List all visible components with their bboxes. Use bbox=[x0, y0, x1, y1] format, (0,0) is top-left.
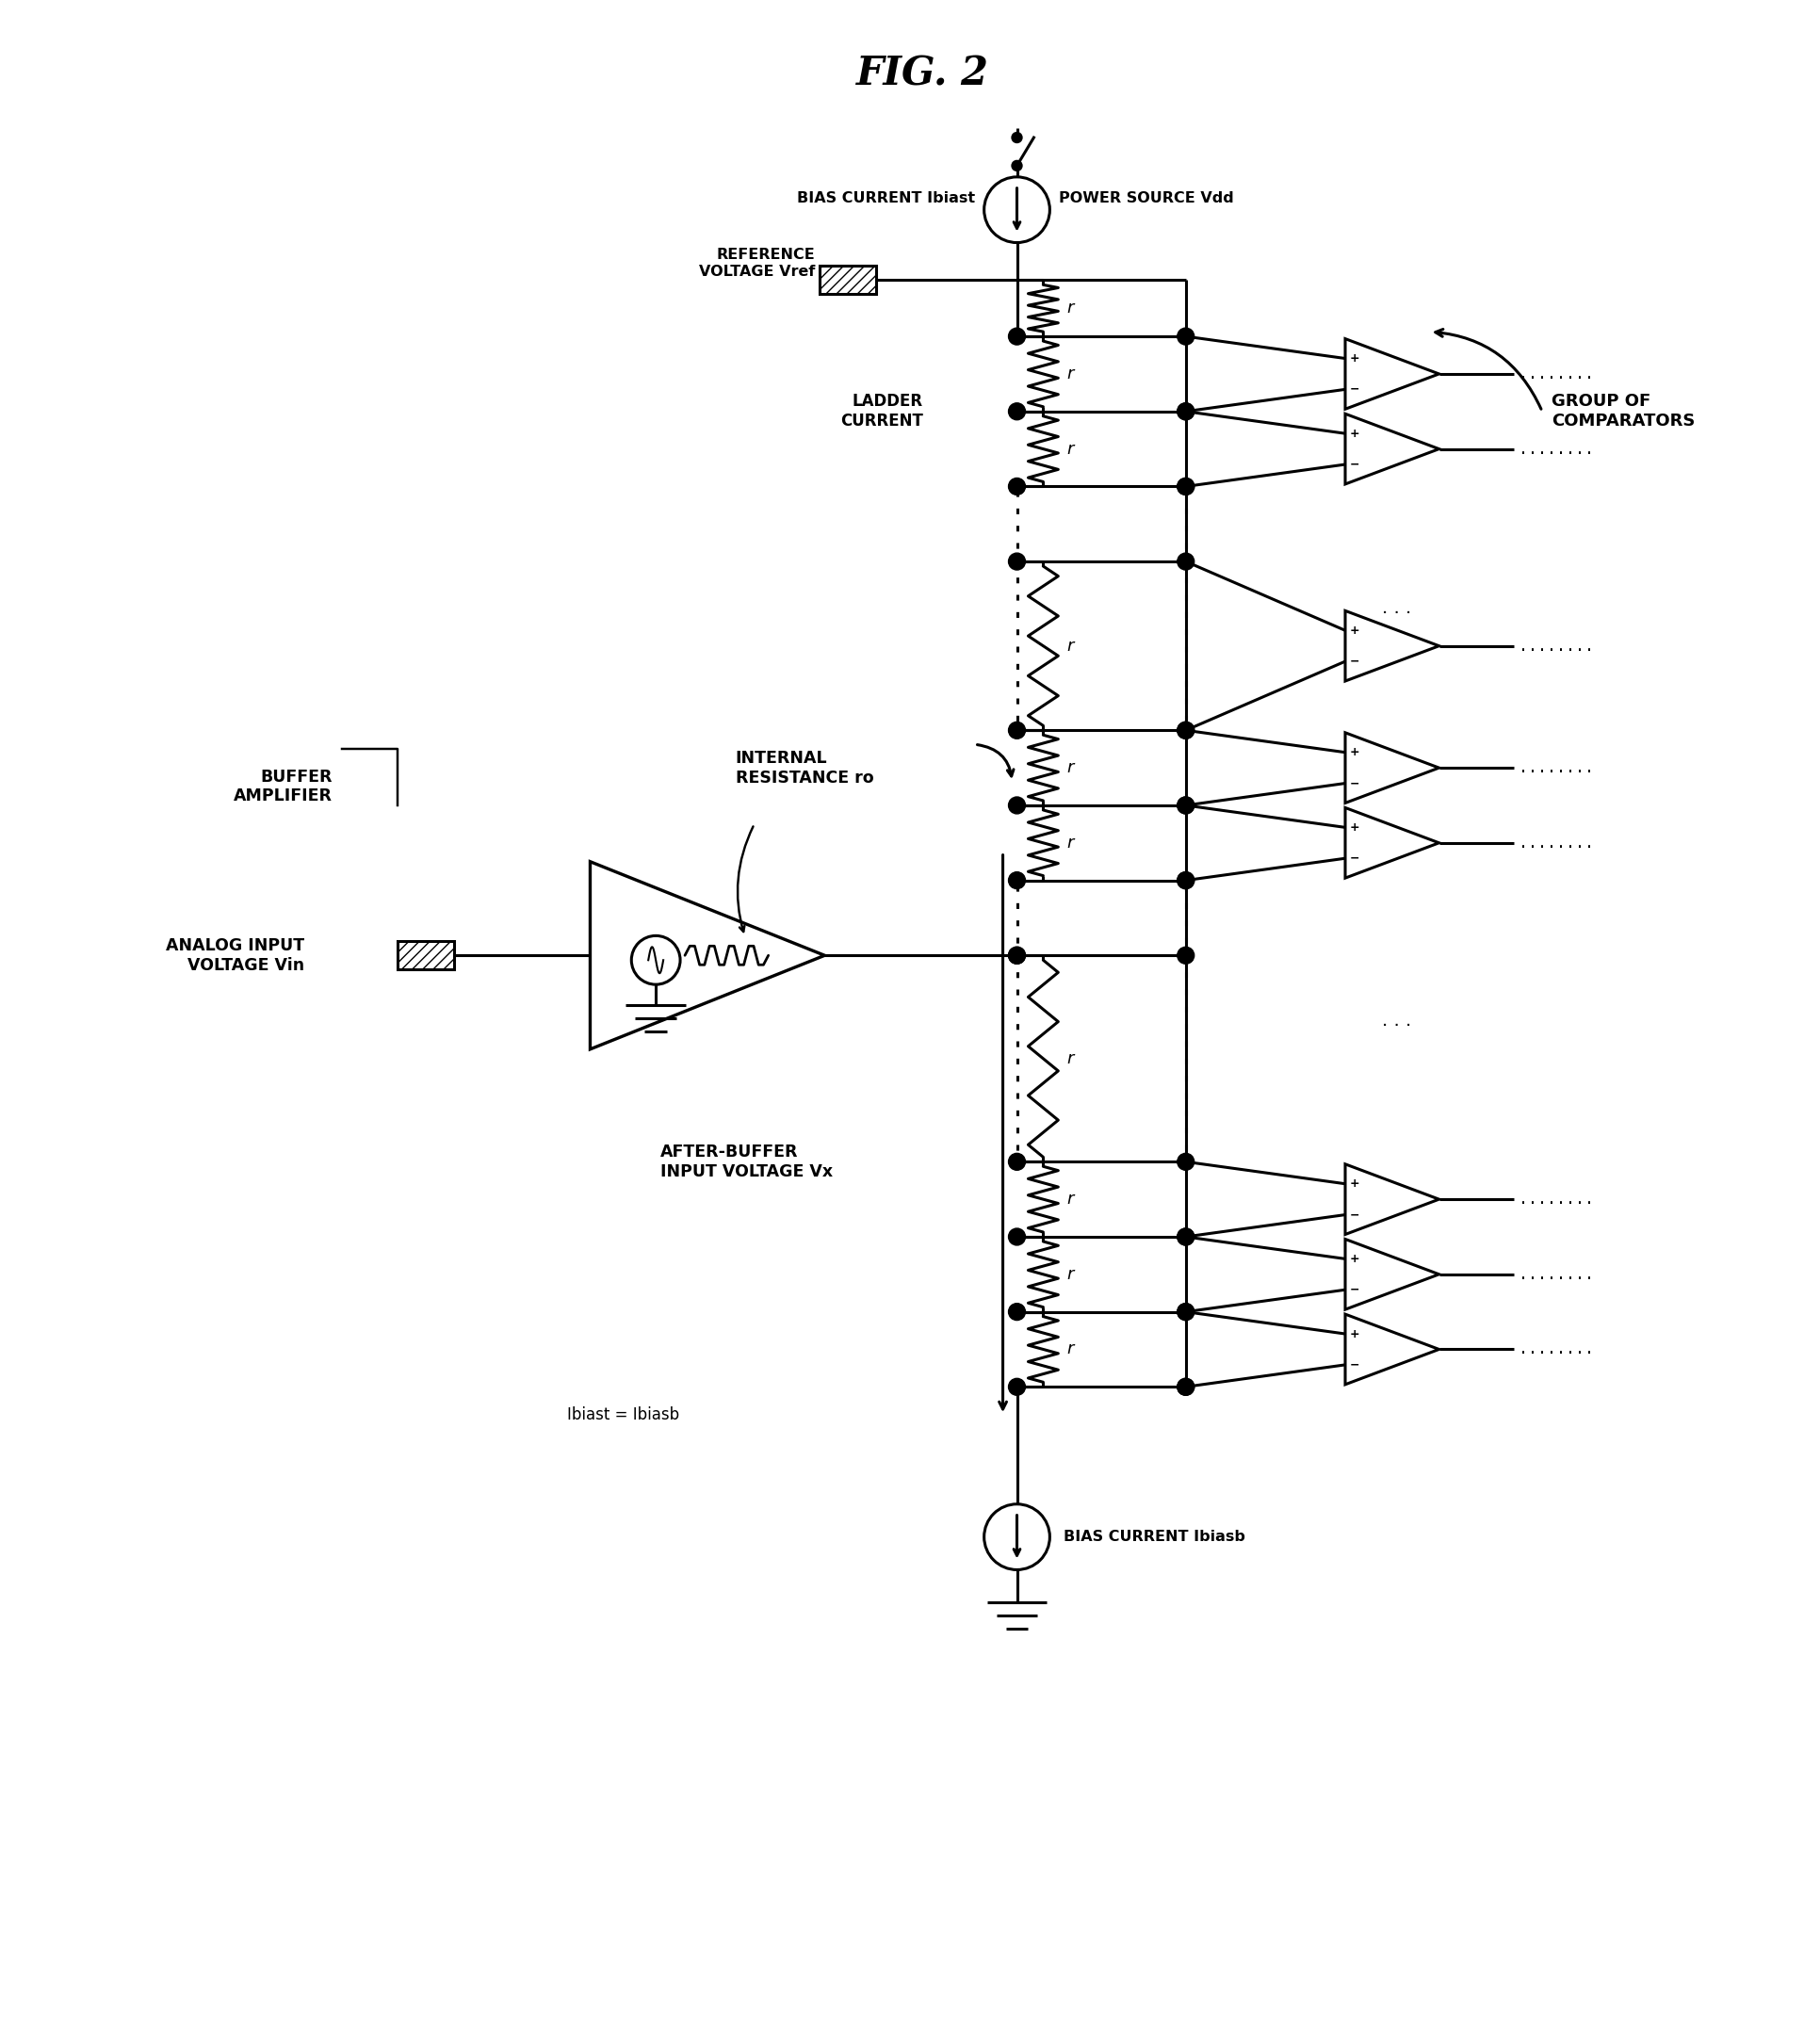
Text: +: + bbox=[1349, 747, 1360, 759]
Circle shape bbox=[1178, 404, 1194, 420]
Text: ........: ........ bbox=[1518, 637, 1592, 655]
Text: ........: ........ bbox=[1518, 759, 1592, 777]
FancyBboxPatch shape bbox=[819, 266, 875, 294]
Circle shape bbox=[1178, 404, 1194, 420]
Text: −: − bbox=[1349, 655, 1360, 668]
Text: . . .: . . . bbox=[1381, 1012, 1410, 1031]
Text: FIG. 2: FIG. 2 bbox=[855, 55, 988, 93]
Text: r: r bbox=[1067, 1051, 1074, 1067]
Text: r: r bbox=[1067, 440, 1074, 457]
Circle shape bbox=[1178, 479, 1194, 495]
Circle shape bbox=[1178, 948, 1194, 964]
Circle shape bbox=[1178, 1378, 1194, 1396]
Circle shape bbox=[1178, 1303, 1194, 1321]
Text: LADDER
CURRENT: LADDER CURRENT bbox=[839, 394, 923, 430]
Circle shape bbox=[1012, 160, 1021, 170]
Circle shape bbox=[1178, 1228, 1194, 1246]
Text: r: r bbox=[1067, 300, 1074, 317]
Circle shape bbox=[1178, 329, 1194, 345]
Circle shape bbox=[1008, 404, 1025, 420]
Text: −: − bbox=[1349, 1359, 1360, 1372]
Circle shape bbox=[1012, 132, 1021, 142]
Text: r: r bbox=[1067, 637, 1074, 655]
Circle shape bbox=[1178, 1228, 1194, 1246]
Circle shape bbox=[1178, 797, 1194, 814]
Text: ANALOG INPUT
VOLTAGE Vin: ANALOG INPUT VOLTAGE Vin bbox=[166, 937, 304, 974]
Circle shape bbox=[1008, 1152, 1025, 1171]
Text: r: r bbox=[1067, 834, 1074, 852]
Circle shape bbox=[1008, 797, 1025, 814]
Text: +: + bbox=[1349, 822, 1360, 834]
Text: +: + bbox=[1349, 428, 1360, 440]
Text: . . .: . . . bbox=[1381, 599, 1410, 617]
Circle shape bbox=[1178, 1303, 1194, 1321]
Text: r: r bbox=[1067, 759, 1074, 777]
Circle shape bbox=[1178, 797, 1194, 814]
Circle shape bbox=[1178, 872, 1194, 889]
Text: ........: ........ bbox=[1518, 1191, 1592, 1207]
Text: BUFFER
AMPLIFIER: BUFFER AMPLIFIER bbox=[233, 769, 331, 806]
Circle shape bbox=[1178, 722, 1194, 739]
Text: r: r bbox=[1067, 1191, 1074, 1207]
Circle shape bbox=[1008, 554, 1025, 570]
Text: +: + bbox=[1349, 625, 1360, 637]
Text: Ibiast = Ibiasb: Ibiast = Ibiasb bbox=[566, 1406, 679, 1424]
Circle shape bbox=[1008, 948, 1025, 964]
Text: ........: ........ bbox=[1518, 1266, 1592, 1282]
Circle shape bbox=[1178, 554, 1194, 570]
Text: r: r bbox=[1067, 365, 1074, 381]
Text: BIAS CURRENT Ibiast: BIAS CURRENT Ibiast bbox=[795, 191, 974, 205]
Text: +: + bbox=[1349, 1252, 1360, 1264]
Circle shape bbox=[1008, 1378, 1025, 1396]
Circle shape bbox=[1178, 1152, 1194, 1171]
Text: −: − bbox=[1349, 852, 1360, 864]
Text: −: − bbox=[1349, 459, 1360, 471]
FancyBboxPatch shape bbox=[397, 941, 453, 970]
Text: −: − bbox=[1349, 777, 1360, 789]
Circle shape bbox=[1008, 722, 1025, 739]
Circle shape bbox=[1178, 872, 1194, 889]
Text: POWER SOURCE Vdd: POWER SOURCE Vdd bbox=[1059, 191, 1234, 205]
Circle shape bbox=[1008, 872, 1025, 889]
Text: −: − bbox=[1349, 1209, 1360, 1221]
Circle shape bbox=[1178, 1378, 1194, 1396]
Text: −: − bbox=[1349, 383, 1360, 396]
Circle shape bbox=[1008, 1303, 1025, 1321]
Text: AFTER-BUFFER
INPUT VOLTAGE Vx: AFTER-BUFFER INPUT VOLTAGE Vx bbox=[661, 1144, 832, 1181]
Text: +: + bbox=[1349, 1327, 1360, 1339]
Text: BIAS CURRENT Ibiasb: BIAS CURRENT Ibiasb bbox=[1063, 1530, 1245, 1544]
Text: INTERNAL
RESISTANCE ro: INTERNAL RESISTANCE ro bbox=[735, 749, 874, 785]
Circle shape bbox=[1008, 948, 1025, 964]
Text: +: + bbox=[1349, 353, 1360, 365]
Circle shape bbox=[1008, 479, 1025, 495]
Text: +: + bbox=[1349, 1177, 1360, 1189]
Text: r: r bbox=[1067, 1341, 1074, 1357]
Circle shape bbox=[1178, 722, 1194, 739]
Circle shape bbox=[1008, 329, 1025, 345]
Text: r: r bbox=[1067, 1266, 1074, 1282]
Text: ........: ........ bbox=[1518, 365, 1592, 381]
Text: ........: ........ bbox=[1518, 440, 1592, 457]
Text: GROUP OF
COMPARATORS: GROUP OF COMPARATORS bbox=[1551, 394, 1694, 430]
Text: −: − bbox=[1349, 1284, 1360, 1297]
Circle shape bbox=[1178, 479, 1194, 495]
Text: REFERENCE
VOLTAGE Vref: REFERENCE VOLTAGE Vref bbox=[699, 248, 815, 278]
Circle shape bbox=[1008, 1228, 1025, 1246]
Text: ........: ........ bbox=[1518, 1341, 1592, 1357]
Text: ........: ........ bbox=[1518, 834, 1592, 852]
